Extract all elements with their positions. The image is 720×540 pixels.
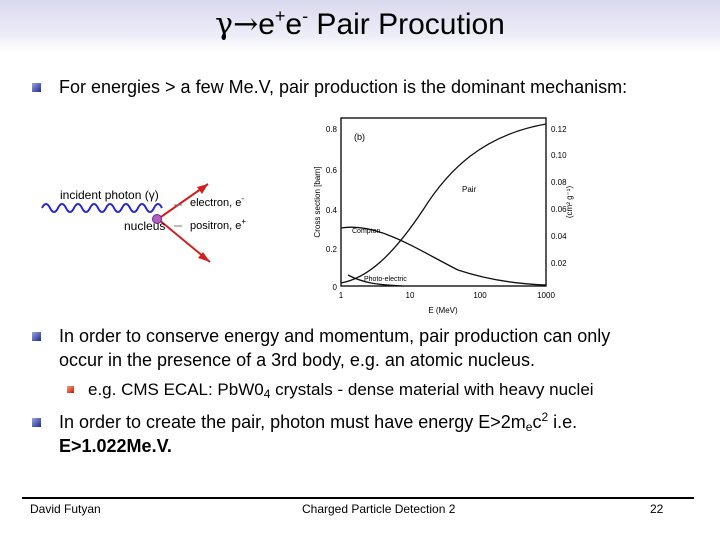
y-right-tick: 0.08	[551, 178, 567, 187]
title-gamma: γ	[215, 7, 234, 42]
title-rest: Pair Procution	[308, 8, 505, 41]
title-e1-sup: +	[274, 6, 286, 26]
sub-bullet-text: e.g. CMS ECAL: PbW04 crystals - dense ma…	[88, 378, 594, 402]
pair-production-diagram: incident photon (γ) nucleus electron, e-…	[41, 183, 246, 263]
pair-curve-label: Pair	[462, 185, 477, 194]
y-left-tick: 0.6	[326, 166, 338, 175]
y-right-tick: 0.02	[551, 259, 567, 268]
positron-label-sup: +	[241, 217, 246, 226]
positron-label-text: positron, e	[190, 220, 241, 232]
footer-rule	[22, 497, 694, 499]
panel-label: (b)	[354, 132, 365, 142]
nucleus-label: nucleus	[124, 219, 165, 233]
bullet-3-suffix: i.e.	[548, 412, 578, 432]
y-right-ticks: 0.12 0.10 0.08 0.06 0.04 0.02	[551, 125, 567, 268]
bullet-marker-1	[32, 83, 41, 92]
electron-label: electron, e-	[190, 194, 244, 209]
title-e2: e	[285, 8, 303, 41]
photon-label: incident photon (γ)	[60, 188, 159, 202]
x-ticks: 1 10 100 1000	[339, 291, 556, 300]
x-tick: 100	[473, 291, 487, 300]
sub-bullet-suffix: crystals - dense material with heavy nuc…	[270, 380, 594, 399]
compton-curve	[340, 226, 547, 286]
pair-curve	[340, 123, 547, 284]
bullet-3-prefix: In order to create the pair, photon must…	[59, 412, 526, 432]
sub-bullet-marker	[67, 386, 74, 393]
bullet-3-mid: c	[532, 412, 542, 432]
y-left-tick: 0.8	[326, 125, 338, 134]
footer-author: David Futyan	[30, 502, 101, 516]
slide-title: γ→e+e- Pair Procution	[0, 6, 720, 44]
footer-page-number: 22	[650, 502, 664, 516]
nucleus-dot	[152, 214, 162, 224]
title-e2-sup: -	[302, 6, 309, 26]
photo-curve-label: Photo-electric	[364, 276, 407, 283]
electron-label-text: electron, e	[190, 197, 241, 209]
x-tick: 1	[339, 291, 344, 300]
sub-bullet-prefix: e.g. CMS ECAL: PbW0	[88, 380, 264, 399]
x-axis-label: E (MeV)	[428, 306, 458, 315]
y-left-tick: 0.4	[326, 206, 338, 215]
bullet-2-line-2: occur in the presence of a 3rd body, e.g…	[59, 350, 535, 370]
x-tick: 10	[406, 291, 415, 300]
graph-frame	[340, 117, 547, 287]
bullet-3-line-1: In order to create the pair, photon must…	[59, 410, 577, 434]
y-right-tick: 0.06	[551, 205, 567, 214]
bullet-1-text: For energies > a few Me.V, pair producti…	[59, 77, 628, 97]
footer-course: Charged Particle Detection 2	[302, 502, 456, 516]
x-tick: 1000	[537, 291, 555, 300]
y-left-tick: 0	[333, 283, 338, 292]
cross-section-graph: Cross section [barn] (cm² g⁻¹) 0.8 0.6 0…	[313, 117, 574, 315]
y-left-axis-label: Cross section [barn]	[313, 166, 322, 237]
title-e1: e	[258, 8, 275, 41]
y-right-tick: 0.04	[551, 232, 567, 241]
sub-bullet-subscript: 4	[263, 387, 271, 401]
photoelectric-curve	[347, 274, 404, 287]
title-band	[0, 0, 720, 52]
positron-label: positron, e+	[190, 217, 246, 232]
bullet-3-subscript: e	[525, 420, 533, 434]
photon-wave	[41, 203, 163, 213]
bullet-2-line-1: In order to conserve energy and momentum…	[59, 326, 611, 346]
bullet-marker-2	[32, 332, 41, 341]
y-left-ticks: 0.8 0.6 0.4 0.2 0	[326, 125, 338, 292]
electron-label-sup: -	[241, 194, 244, 203]
bullet-3-superscript: 2	[541, 410, 549, 424]
electron-arrowhead	[197, 184, 208, 194]
title-arrow: →	[233, 7, 259, 42]
bullet-marker-3	[32, 418, 41, 427]
y-right-axis-label: (cm² g⁻¹)	[565, 186, 574, 219]
bullet-3-line-2: E>1.022Me.V.	[59, 436, 172, 456]
compton-curve-label: Compton	[352, 228, 381, 235]
positron-arrowhead	[198, 252, 210, 262]
y-left-tick: 0.2	[326, 245, 338, 254]
y-right-tick: 0.12	[551, 125, 567, 134]
y-right-tick: 0.10	[551, 151, 567, 160]
